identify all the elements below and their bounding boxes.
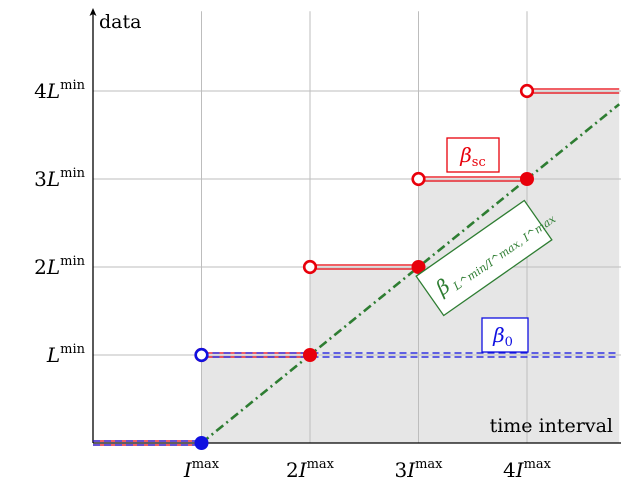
- series-label-box: [446, 137, 500, 173]
- series-line-dashdot: [200, 103, 621, 445]
- y-tick-label: 4Lmin: [34, 78, 86, 103]
- open-point: [411, 171, 426, 187]
- y-tick-label: 3Lmin: [34, 166, 86, 191]
- axes-layer: [89, 8, 621, 444]
- x-tick-label: 4Imax: [503, 457, 552, 482]
- tick-label-layer: Imax 2Imax 3Imax 4Imax Lmin 2Lmin 3Lmin 4Lmin: [34, 78, 552, 482]
- closed-point: [194, 436, 209, 450]
- open-point: [194, 347, 209, 363]
- closed-point: [520, 172, 534, 186]
- series-layer: [93, 83, 621, 450]
- series-label-box: [481, 317, 529, 353]
- x-tick-label: Imax: [183, 457, 220, 482]
- series-label-box: [415, 199, 553, 317]
- y-tick-label: 2Lmin: [34, 254, 86, 279]
- open-point: [302, 259, 318, 275]
- y-axis-label: data: [99, 11, 141, 33]
- closed-point: [411, 260, 426, 274]
- x-tick-label: 3Imax: [394, 457, 443, 482]
- series-label: βsc: [459, 143, 486, 170]
- y-tick-label: Lmin: [46, 342, 86, 367]
- grid-layer: [93, 11, 621, 443]
- closed-point: [303, 348, 317, 362]
- series-label: β0: [492, 323, 513, 350]
- x-tick-label: 2Imax: [286, 457, 335, 482]
- open-point: [519, 83, 535, 99]
- y-axis-arrow-icon: [89, 8, 97, 16]
- x-axis-label: time interval: [490, 415, 613, 437]
